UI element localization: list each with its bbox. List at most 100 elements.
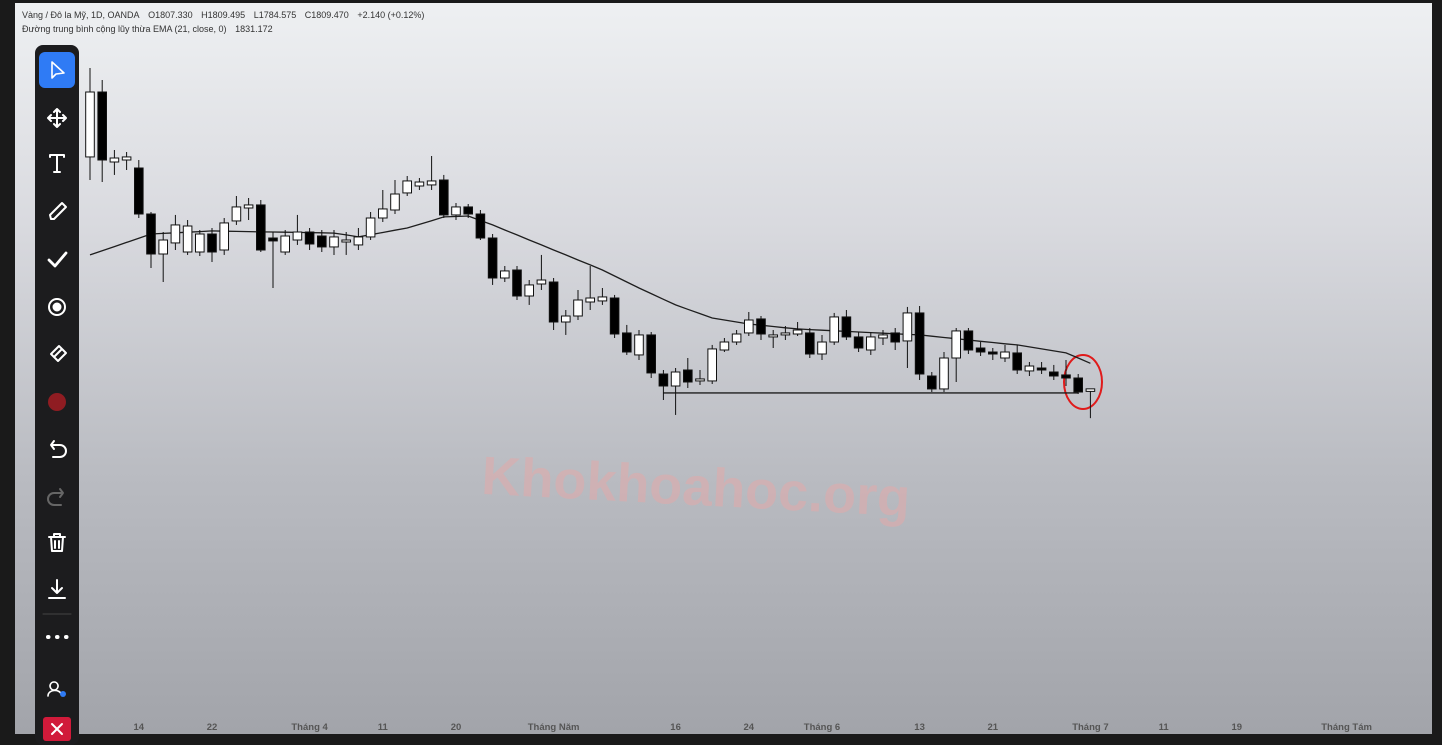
candle-body: [878, 334, 888, 339]
candle-body: [158, 239, 168, 255]
x-tick-label: Tháng 6: [804, 722, 840, 733]
candle-body: [866, 336, 876, 351]
candle-body: [292, 231, 303, 241]
redo-tool[interactable]: [47, 488, 64, 506]
candle-body: [975, 347, 986, 353]
undo-tool[interactable]: [50, 440, 67, 458]
x-tick-label: 13: [914, 722, 925, 733]
candle-body: [951, 330, 962, 359]
ohlc-change: +2.140 (+0.12%): [357, 10, 425, 20]
move-tool[interactable]: [47, 108, 67, 128]
candle-body: [451, 206, 461, 216]
cursor-icon: [51, 61, 65, 79]
color-picker[interactable]: [48, 393, 66, 411]
x-tick-label: Tháng Năm: [528, 722, 580, 733]
indicator-value: 1831.172: [235, 24, 273, 34]
candle-body: [426, 180, 437, 186]
candle-body: [1000, 351, 1010, 359]
candle-body: [219, 222, 229, 251]
candle-body: [439, 179, 449, 216]
drawing-toolbar: [35, 45, 79, 745]
symbol-legend: Vàng / Đô la Mỹ, 1D, OANDA O1807.330 H18…: [22, 10, 430, 20]
candle-body: [365, 217, 376, 238]
candle-body: [634, 334, 644, 356]
candle-body: [573, 299, 583, 317]
candle-body: [719, 341, 730, 351]
x-tick-label: Tháng 4: [291, 722, 328, 733]
candle-body: [561, 315, 571, 323]
candle-body: [963, 330, 974, 351]
highlight-circle: [1063, 354, 1103, 410]
magnet-tool[interactable]: [48, 298, 66, 316]
x-tick-label: Tháng 7: [1072, 722, 1108, 733]
candle-body: [304, 231, 315, 245]
x-tick-label: 20: [451, 722, 462, 733]
candle-body: [182, 225, 193, 253]
candle-body: [268, 237, 278, 242]
close-icon: [51, 723, 63, 735]
candle-body: [109, 157, 120, 163]
account-tool[interactable]: [47, 681, 62, 697]
eraser-tool[interactable]: [50, 345, 67, 362]
candle-body: [768, 334, 779, 338]
ohlc-open: O1807.330: [148, 10, 193, 20]
symbol: Vàng / Đô la Mỹ, 1D, OANDA: [22, 10, 140, 20]
candle-body: [548, 281, 559, 323]
candle-body: [524, 284, 535, 297]
candle-body: [329, 236, 339, 248]
candle-body: [402, 180, 412, 194]
x-tick-label: 24: [744, 722, 755, 733]
candle-body: [585, 297, 596, 303]
candle-body: [317, 235, 327, 248]
candle-body: [500, 270, 510, 279]
check-tool[interactable]: [47, 251, 68, 268]
candle-body: [243, 204, 254, 209]
pen-tool[interactable]: [49, 202, 67, 220]
delete-tool[interactable]: [48, 533, 66, 552]
candle-body: [207, 233, 217, 253]
candle-body: [463, 206, 473, 215]
candle-body: [939, 357, 949, 390]
candle-body: [121, 156, 132, 161]
candle-body: [841, 316, 852, 338]
toolbar-icons: [39, 52, 75, 741]
candle-body: [914, 312, 925, 375]
ohlc-close: C1809.470: [304, 10, 349, 20]
x-tick-label: 11: [378, 722, 389, 733]
candle-body: [170, 224, 181, 244]
candle-body: [731, 333, 742, 343]
candle-body: [475, 213, 486, 239]
candle-body: [695, 378, 705, 382]
candle-body: [1024, 365, 1035, 372]
candle-body: [1049, 371, 1059, 377]
candle-body: [658, 373, 669, 387]
download-tool[interactable]: [48, 579, 66, 599]
candle-body: [256, 204, 266, 251]
candle-body: [988, 351, 998, 355]
candle-body: [707, 348, 718, 382]
ohlc-high: H1809.495: [201, 10, 246, 20]
x-tick-label: 14: [134, 722, 145, 733]
candle-body: [890, 332, 901, 343]
candle-body: [927, 375, 937, 390]
candle-body: [231, 206, 242, 222]
candle-body: [817, 341, 827, 355]
x-tick-label: 11: [1159, 722, 1170, 733]
candle-body: [744, 319, 754, 334]
x-tick-label: 21: [988, 722, 999, 733]
candle-body: [414, 181, 425, 187]
candle-body: [195, 233, 205, 253]
candle-body: [1036, 367, 1047, 371]
cursor-tool[interactable]: [39, 52, 75, 88]
candle-body: [756, 318, 766, 335]
candle-body: [622, 332, 632, 353]
text-tool[interactable]: [49, 154, 65, 173]
ohlc-low: L1784.575: [253, 10, 297, 20]
candle-body: [353, 236, 364, 246]
x-tick-label: 19: [1232, 722, 1243, 733]
candle-body: [341, 239, 351, 243]
candle-body: [146, 213, 156, 255]
candle-body: [829, 316, 840, 343]
